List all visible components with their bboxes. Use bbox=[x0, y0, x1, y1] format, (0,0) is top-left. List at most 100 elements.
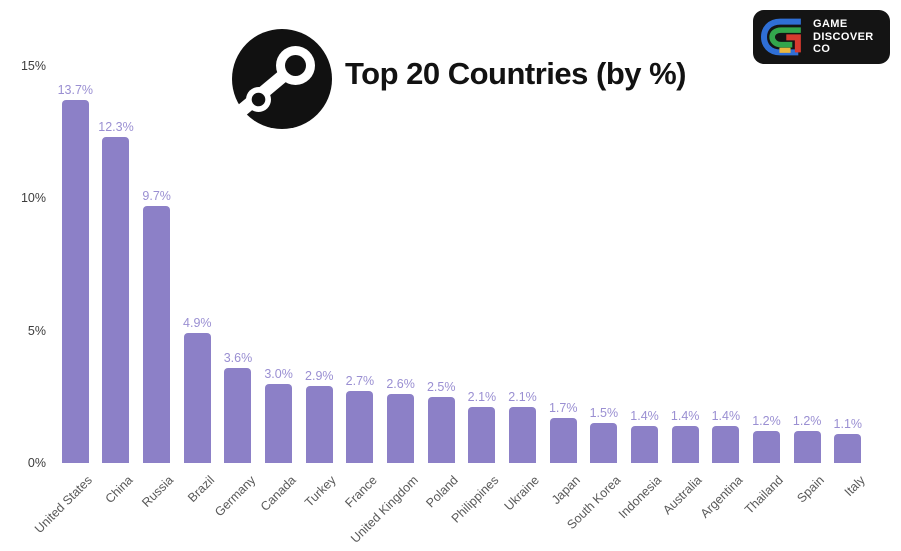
bar-china bbox=[102, 137, 130, 463]
x-tick-cell: United Kingdom bbox=[348, 465, 421, 551]
bar-philippines bbox=[468, 407, 496, 463]
bar-slot: 1.4% bbox=[624, 65, 665, 463]
bar-italy bbox=[834, 433, 862, 463]
bar-value-label: 4.9% bbox=[183, 316, 212, 331]
bar-indonesia bbox=[631, 425, 659, 463]
bar-brazil bbox=[183, 333, 211, 463]
x-tick-label: Turkey bbox=[302, 473, 340, 510]
bar-value-label: 2.1% bbox=[467, 390, 497, 405]
bar-slot: 13.7% bbox=[55, 65, 96, 463]
bar-germany bbox=[224, 367, 252, 463]
x-tick-label: Ukraine bbox=[502, 473, 543, 514]
bar-value-label: 3.0% bbox=[264, 366, 293, 381]
x-tick-label: Italy bbox=[841, 473, 868, 500]
bar-slot: 2.6% bbox=[380, 65, 421, 463]
page-title: Top 20 Countries (by %) bbox=[345, 56, 687, 91]
bar-value-label: 1.4% bbox=[711, 408, 741, 423]
bar-slot: 1.2% bbox=[746, 65, 787, 463]
bar-thailand bbox=[752, 431, 780, 463]
bar-value-label: 3.6% bbox=[223, 350, 253, 365]
bar-spain bbox=[793, 431, 821, 463]
bar-poland bbox=[427, 396, 455, 463]
bar-slot: 9.7% bbox=[136, 65, 177, 463]
bar-value-label: 1.7% bbox=[548, 400, 578, 415]
bar-value-label: 13.7% bbox=[57, 82, 94, 97]
x-tick-label: Canada bbox=[257, 473, 299, 514]
bar-canada bbox=[265, 383, 293, 463]
y-tick-label: 5% bbox=[27, 323, 46, 338]
steam-icon bbox=[232, 29, 332, 129]
bar-value-label: 1.2% bbox=[792, 414, 822, 429]
x-tick-cell: Germany bbox=[212, 465, 259, 551]
bar-russia bbox=[143, 205, 171, 463]
x-tick-label: Argentina bbox=[697, 473, 746, 521]
x-tick-cell: Italy bbox=[827, 465, 868, 551]
gamediscoverco-logo: GAME DISCOVER CO bbox=[753, 10, 890, 64]
bar-slot: 1.2% bbox=[787, 65, 828, 463]
bar-slot: 1.1% bbox=[827, 65, 868, 463]
x-tick-label: Poland bbox=[423, 473, 462, 511]
bar-slot: 2.5% bbox=[421, 65, 462, 463]
bar-slot: 1.4% bbox=[665, 65, 706, 463]
bar-slot: 4.9% bbox=[177, 65, 218, 463]
bar-united-kingdom bbox=[387, 394, 415, 463]
x-tick-label: Japan bbox=[549, 473, 584, 507]
bar-value-label: 12.3% bbox=[98, 120, 134, 135]
bar-slot: 1.7% bbox=[543, 65, 584, 463]
bar-slot: 1.5% bbox=[584, 65, 625, 463]
bar-value-label: 2.7% bbox=[345, 374, 375, 389]
bar-japan bbox=[549, 417, 577, 463]
x-tick-cell: Canada bbox=[258, 465, 299, 551]
brand-line: GAME bbox=[813, 17, 848, 30]
bar-value-label: 2.9% bbox=[305, 369, 334, 384]
brand-line: DISCOVER bbox=[813, 30, 874, 43]
bar-value-label: 1.4% bbox=[670, 408, 700, 423]
bar-slot: 2.1% bbox=[502, 65, 543, 463]
x-tick-cell: Philippines bbox=[449, 465, 503, 551]
bar-value-label: 2.6% bbox=[386, 377, 415, 392]
y-tick-label: 15% bbox=[20, 58, 46, 73]
bar-chart-plot-area: 13.7% 12.3% 9.7% 4.9% 3.6% 3.0% 2.9% 2.7% 2.6% 2.… bbox=[55, 65, 868, 463]
bar-ukraine bbox=[509, 407, 537, 463]
bar-slot: 2.7% bbox=[340, 65, 381, 463]
bar-argentina bbox=[712, 425, 740, 463]
gamediscoverco-g-icon bbox=[758, 14, 806, 60]
bar-australia bbox=[671, 425, 699, 463]
bar-france bbox=[346, 391, 374, 463]
y-tick-label: 10% bbox=[20, 191, 46, 205]
y-axis: 0% 5% 10% 15% bbox=[0, 0, 46, 551]
bar-turkey bbox=[305, 386, 333, 463]
brand-line: CO bbox=[813, 43, 831, 56]
x-tick-label: China bbox=[102, 473, 136, 507]
x-tick-cell: United States bbox=[32, 465, 96, 551]
x-tick-cell: Russia bbox=[136, 465, 177, 551]
bar-value-label: 2.1% bbox=[508, 390, 537, 405]
x-tick-label: Germany bbox=[211, 473, 258, 520]
x-tick-cell: Ukraine bbox=[502, 465, 543, 551]
bar-slot: 3.6% bbox=[218, 65, 259, 463]
x-tick-label: Brazil bbox=[185, 473, 218, 506]
bar-slot: 1.4% bbox=[706, 65, 747, 463]
x-tick-label: Russia bbox=[139, 473, 177, 510]
x-tick-cell: Argentina bbox=[698, 465, 746, 551]
x-tick-label: France bbox=[342, 473, 380, 511]
bar-united-states bbox=[61, 99, 89, 463]
x-tick-label: Thailand bbox=[742, 473, 787, 517]
y-tick-label: 0% bbox=[27, 456, 46, 470]
bar-slot: 12.3% bbox=[96, 65, 137, 463]
x-tick-cell: Spain bbox=[787, 465, 828, 551]
x-axis: United States China Russia Brazil Germany Can… bbox=[32, 465, 868, 551]
x-tick-label: Spain bbox=[794, 473, 827, 506]
gamediscoverco-wordmark: GAME DISCOVER CO bbox=[813, 18, 874, 57]
x-tick-cell: China bbox=[96, 465, 137, 551]
x-tick-cell: Thailand bbox=[742, 465, 787, 551]
bar-slot: 3.0% bbox=[258, 65, 299, 463]
bar-value-label: 1.2% bbox=[752, 414, 781, 429]
bar-value-label: 1.4% bbox=[630, 408, 659, 423]
bar-slot: 2.1% bbox=[462, 65, 503, 463]
bar-value-label: 1.5% bbox=[589, 406, 619, 421]
x-tick-cell: Indonesia bbox=[616, 465, 665, 551]
bar-value-label: 9.7% bbox=[142, 188, 171, 203]
x-tick-label: Indonesia bbox=[616, 473, 665, 522]
